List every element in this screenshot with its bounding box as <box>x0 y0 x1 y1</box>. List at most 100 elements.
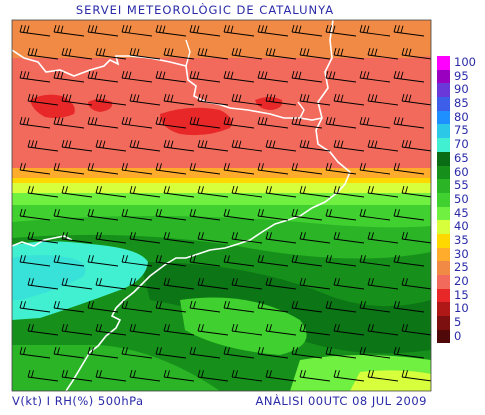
wind-barb <box>223 300 255 313</box>
wind-barb <box>87 208 119 221</box>
wind-barb <box>129 93 161 106</box>
wind-barb <box>291 116 323 129</box>
west-coast <box>12 235 73 247</box>
wind-barb <box>291 162 323 175</box>
wind-barb <box>401 47 431 60</box>
wind-barb <box>155 208 187 221</box>
wind-barb <box>19 346 51 359</box>
wind-barb <box>333 185 365 198</box>
wind-barb <box>325 346 357 359</box>
wind-barb <box>265 369 297 382</box>
legend-swatch <box>437 165 450 180</box>
wind-barb <box>325 24 357 37</box>
wind-barb <box>257 208 289 221</box>
wind-barb <box>61 47 93 60</box>
legend-label: 15 <box>454 287 469 302</box>
wind-barb <box>291 70 323 83</box>
legend-label: 10 <box>454 301 469 316</box>
wind-barb <box>53 70 85 83</box>
legend-swatch <box>437 151 450 166</box>
wind-barb <box>325 116 357 129</box>
rh-band-35 <box>12 178 431 184</box>
wind-barb <box>155 300 187 313</box>
wind-barb <box>95 369 127 382</box>
wind-barb <box>155 346 187 359</box>
wind-barb <box>401 231 431 244</box>
wind-barb <box>333 369 365 382</box>
wind-barb <box>53 346 85 359</box>
wind-barb <box>265 47 297 60</box>
wind-barb <box>53 162 85 175</box>
wind-barb <box>257 300 289 313</box>
wind-barb <box>189 162 221 175</box>
wind-barb <box>367 47 399 60</box>
wind-barb <box>95 139 127 152</box>
wind-barb <box>121 162 153 175</box>
variables-label: V(kt) I RH(%) 500hPa <box>12 394 144 408</box>
wind-barb <box>223 162 255 175</box>
legend-swatch <box>437 192 450 207</box>
legend-label: 85 <box>454 96 469 111</box>
rh-band-40 <box>12 183 431 195</box>
wind-barb <box>299 47 331 60</box>
wind-barb <box>325 300 357 313</box>
wind-barb <box>95 93 127 106</box>
wind-barb <box>121 116 153 129</box>
wind-barb <box>163 93 195 106</box>
wind-barb <box>197 277 229 290</box>
wind-barb <box>19 116 51 129</box>
rh-band-25-north <box>12 20 431 44</box>
wind-barb <box>401 139 431 152</box>
wind-barb <box>299 323 331 336</box>
wind-barb <box>129 185 161 198</box>
wind-barb <box>163 369 195 382</box>
wind-barb <box>393 300 425 313</box>
wind-barb <box>53 208 85 221</box>
wind-barb <box>19 70 51 83</box>
legend-swatch <box>437 275 450 289</box>
wind-barb <box>333 231 365 244</box>
wind-barb <box>53 116 85 129</box>
wind-barb <box>333 277 365 290</box>
wind-barb <box>223 254 255 267</box>
wind-barb <box>155 116 187 129</box>
wind-barb <box>53 24 85 37</box>
legend-swatch <box>437 329 450 344</box>
wind-barb <box>393 24 425 37</box>
wind-barb <box>61 93 93 106</box>
wind-barb <box>265 277 297 290</box>
wind-barb <box>163 231 195 244</box>
wind-barb <box>95 231 127 244</box>
legend-label: 55 <box>454 178 469 193</box>
wind-barb <box>189 300 221 313</box>
rh-band-65 <box>140 262 431 354</box>
wind-barb <box>95 185 127 198</box>
border-line-2 <box>185 39 191 67</box>
wind-barb <box>27 277 59 290</box>
legend-swatch <box>437 288 450 303</box>
wind-barb <box>155 254 187 267</box>
wind-barb <box>359 24 391 37</box>
wind-barb <box>393 116 425 129</box>
rh-patch-15-a <box>30 94 75 118</box>
legend-swatch <box>437 302 450 317</box>
wind-barb <box>121 346 153 359</box>
wind-barb <box>189 254 221 267</box>
wind-barb <box>223 116 255 129</box>
wind-barb <box>61 139 93 152</box>
wind-barb <box>291 254 323 267</box>
wind-barb <box>265 185 297 198</box>
wind-barb <box>265 323 297 336</box>
wind-barb <box>197 185 229 198</box>
wind-barb <box>401 277 431 290</box>
wind-barb <box>163 323 195 336</box>
legend-label: 95 <box>454 68 469 83</box>
legend-swatch <box>437 316 450 330</box>
wind-barb <box>393 70 425 83</box>
legend-swatch <box>437 110 450 125</box>
border-line-3 <box>297 101 305 119</box>
wind-barb <box>265 93 297 106</box>
wind-barb <box>291 24 323 37</box>
wind-barb <box>197 231 229 244</box>
